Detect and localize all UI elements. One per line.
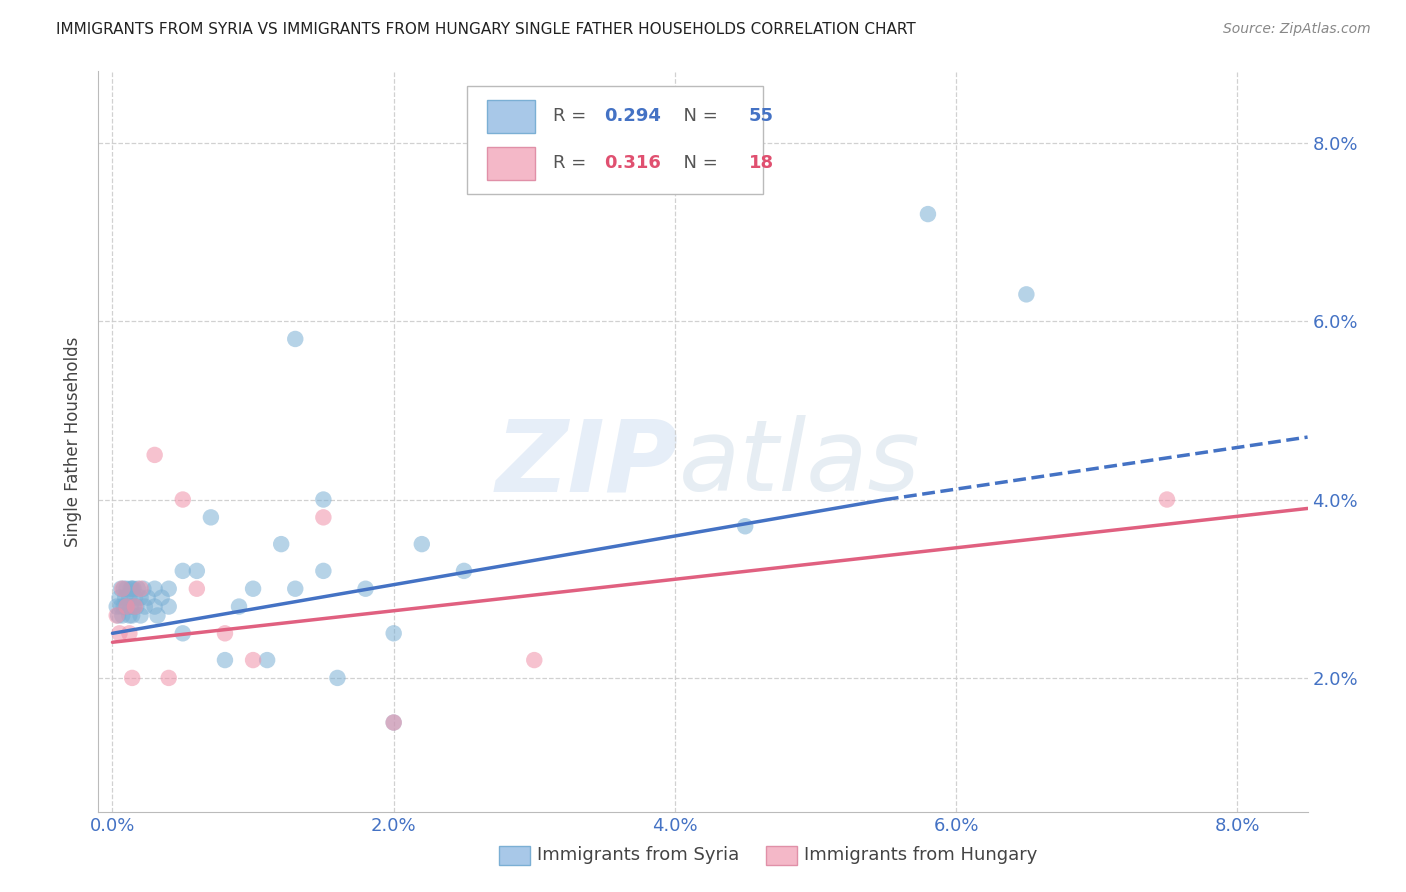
Point (115, 582, 138, 596)
Text: 0.316: 0.316 (603, 154, 661, 172)
Point (312, 564, 335, 578)
Point (1156, 492, 1178, 507)
Point (111, 608, 134, 623)
Point (114, 591, 136, 605)
Text: R =: R = (553, 154, 592, 172)
Point (326, 671, 349, 685)
Point (157, 671, 180, 685)
Text: atlas: atlas (679, 416, 921, 512)
Point (172, 564, 194, 578)
Point (228, 599, 250, 614)
Point (136, 591, 159, 605)
Point (112, 582, 135, 596)
Point (132, 582, 155, 596)
Point (186, 582, 208, 596)
Text: N =: N = (672, 107, 723, 125)
Point (256, 653, 278, 667)
Point (115, 599, 138, 614)
Point (143, 448, 166, 462)
Point (107, 608, 129, 623)
Point (134, 599, 156, 614)
Text: 55: 55 (749, 107, 773, 125)
Point (105, 599, 128, 614)
Point (127, 582, 149, 596)
Point (129, 591, 152, 605)
Text: Source: ZipAtlas.com: Source: ZipAtlas.com (1223, 22, 1371, 37)
Point (242, 653, 264, 667)
Point (157, 582, 180, 596)
Text: Immigrants from Hungary: Immigrants from Hungary (804, 847, 1038, 864)
Point (129, 582, 152, 596)
Point (124, 599, 146, 614)
Point (120, 599, 142, 614)
Text: 18: 18 (749, 154, 775, 172)
Point (411, 537, 433, 551)
Point (110, 582, 132, 596)
Point (214, 653, 236, 667)
Point (312, 510, 335, 524)
Text: N =: N = (672, 154, 723, 172)
Point (122, 582, 145, 596)
Point (105, 608, 128, 623)
Point (734, 519, 756, 533)
Point (121, 608, 143, 623)
Point (284, 332, 307, 346)
Point (143, 599, 166, 614)
Point (111, 582, 134, 596)
Text: 0.294: 0.294 (603, 107, 661, 125)
Y-axis label: Single Father Households: Single Father Households (65, 336, 83, 547)
Point (284, 582, 307, 596)
FancyBboxPatch shape (486, 100, 534, 133)
Text: IMMIGRANTS FROM SYRIA VS IMMIGRANTS FROM HUNGARY SINGLE FATHER HOUSEHOLDS CORREL: IMMIGRANTS FROM SYRIA VS IMMIGRANTS FROM… (56, 22, 915, 37)
Point (125, 599, 148, 614)
Point (150, 591, 173, 605)
Point (523, 653, 546, 667)
Point (382, 715, 405, 730)
Point (382, 626, 405, 640)
Point (118, 626, 141, 640)
Point (118, 591, 141, 605)
Point (242, 582, 264, 596)
Point (108, 626, 131, 640)
Point (200, 510, 222, 524)
Point (214, 626, 236, 640)
Point (118, 608, 141, 623)
Point (124, 591, 146, 605)
Point (143, 582, 166, 596)
Point (115, 599, 138, 614)
Point (121, 671, 143, 685)
Text: ZIP: ZIP (496, 416, 679, 512)
Point (453, 564, 475, 578)
Point (172, 626, 194, 640)
Point (186, 564, 208, 578)
Point (270, 537, 292, 551)
Point (172, 492, 194, 507)
Point (146, 608, 169, 623)
Text: Immigrants from Syria: Immigrants from Syria (537, 847, 740, 864)
FancyBboxPatch shape (467, 87, 763, 194)
Point (108, 591, 131, 605)
Point (121, 582, 143, 596)
Point (382, 715, 405, 730)
Point (110, 599, 132, 614)
Point (120, 582, 142, 596)
Point (1015, 287, 1038, 301)
Point (312, 492, 335, 507)
Point (122, 599, 145, 614)
Text: R =: R = (553, 107, 592, 125)
Point (129, 608, 152, 623)
Point (157, 599, 180, 614)
FancyBboxPatch shape (486, 147, 534, 180)
Point (354, 582, 377, 596)
Point (917, 207, 939, 221)
Point (112, 599, 135, 614)
